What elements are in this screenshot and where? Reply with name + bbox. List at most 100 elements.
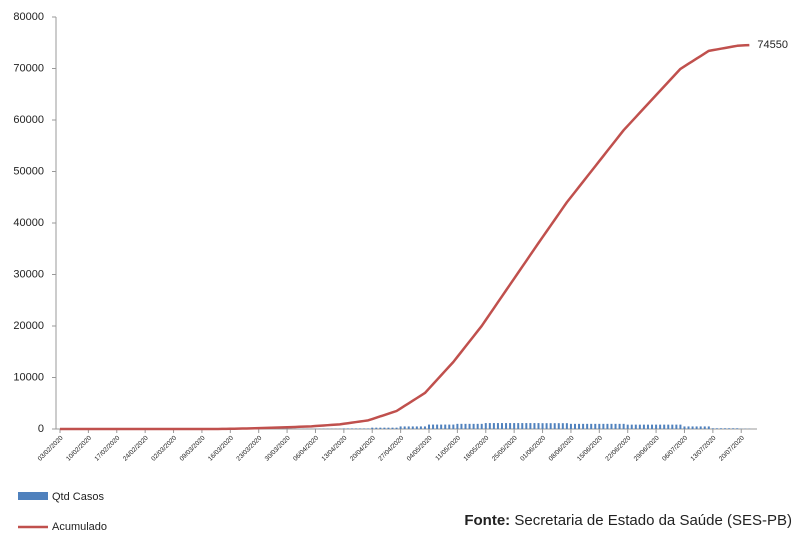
bar: [549, 423, 552, 429]
x-tick-label: 01/06/2020: [519, 434, 547, 462]
y-tick-label: 20000: [13, 320, 44, 332]
line: [60, 43, 750, 431]
bar: [707, 426, 710, 429]
x-tick-label: 04/05/2020: [406, 434, 434, 462]
bar: [423, 426, 426, 429]
bar: [387, 427, 390, 429]
bar: [703, 426, 706, 429]
bar: [541, 423, 544, 429]
bar: [399, 426, 402, 429]
y-tick-label: 30000: [13, 268, 44, 280]
bar: [553, 423, 556, 429]
bar: [533, 423, 536, 429]
bar: [363, 428, 366, 429]
y-tick-label: 40000: [13, 217, 44, 229]
bar: [505, 423, 508, 429]
bar: [651, 424, 654, 429]
bar: [578, 423, 581, 429]
bar: [350, 428, 353, 429]
bar: [419, 426, 422, 429]
bar: [594, 423, 597, 429]
legend-label: Acumulado: [52, 521, 107, 533]
bar: [630, 424, 633, 429]
x-tick-label: 09/03/2020: [179, 434, 207, 462]
y-tick-label: 0: [38, 423, 44, 435]
bar: [448, 424, 451, 429]
x-tick-label: 30/03/2020: [264, 434, 292, 462]
x-tick-label: 22/06/2020: [604, 434, 632, 462]
y-tick-label: 50000: [13, 165, 44, 177]
source-text: Secretaria de Estado da Saúde (SES-PB): [514, 512, 792, 529]
bar: [565, 423, 568, 429]
x-tick-label: 27/04/2020: [377, 434, 405, 462]
y-tick-label: 10000: [13, 371, 44, 383]
bar: [472, 423, 475, 429]
bar: [460, 423, 463, 429]
bar: [342, 428, 345, 429]
bar: [371, 427, 374, 429]
bar: [375, 427, 378, 429]
bar: [561, 423, 564, 429]
x-tick-label: 06/07/2020: [661, 434, 689, 462]
bar: [719, 428, 722, 429]
bar: [537, 423, 540, 429]
bar: [715, 428, 718, 429]
bar: [509, 423, 512, 429]
bar: [346, 428, 349, 429]
bar: [679, 424, 682, 429]
bar: [521, 423, 524, 429]
x-tick-label: 08/06/2020: [548, 434, 576, 462]
legend-swatch-bar: [18, 492, 48, 500]
bar: [602, 423, 605, 429]
bar: [626, 424, 629, 429]
bar: [699, 426, 702, 429]
bar: [691, 426, 694, 429]
x-tick-label: 24/02/2020: [122, 434, 150, 462]
bar: [687, 426, 690, 429]
x-tick-label: 03/02/2020: [37, 434, 65, 462]
bar: [529, 423, 532, 429]
bar: [675, 424, 678, 429]
bar: [500, 423, 503, 429]
bar: [610, 423, 613, 429]
bar: [724, 428, 727, 429]
bar: [606, 423, 609, 429]
bar: [496, 423, 499, 429]
bar: [464, 423, 467, 429]
bar: [367, 428, 370, 429]
bar: [634, 424, 637, 429]
bar: [728, 428, 731, 429]
bar: [440, 424, 443, 429]
bar: [683, 426, 686, 429]
bar: [590, 423, 593, 429]
bar: [614, 423, 617, 429]
x-tick-label: 20/07/2020: [718, 434, 746, 462]
bar: [488, 423, 491, 429]
bar: [403, 426, 406, 429]
bar: [622, 423, 625, 429]
x-tick-label: 06/04/2020: [292, 434, 320, 462]
x-tick-label: 13/07/2020: [690, 434, 718, 462]
bar: [395, 427, 398, 429]
bar: [642, 424, 645, 429]
x-tick-label: 10/02/2020: [65, 434, 93, 462]
bar: [517, 423, 520, 429]
bar: [480, 423, 483, 429]
bar: [407, 426, 410, 429]
bar: [557, 423, 560, 429]
bar: [468, 423, 471, 429]
x-tick-label: 11/05/2020: [434, 434, 462, 462]
y-tick-label: 70000: [13, 62, 44, 74]
bar: [411, 426, 414, 429]
bar: [444, 424, 447, 429]
bar: [525, 423, 528, 429]
bar: [582, 423, 585, 429]
x-tick-label: 02/03/2020: [150, 434, 178, 462]
legend-label: Qtd Casos: [52, 491, 104, 503]
bar: [545, 423, 548, 429]
bar: [452, 424, 455, 429]
bar: [646, 424, 649, 429]
x-tick-label: 20/04/2020: [349, 434, 377, 462]
bar: [711, 428, 714, 429]
